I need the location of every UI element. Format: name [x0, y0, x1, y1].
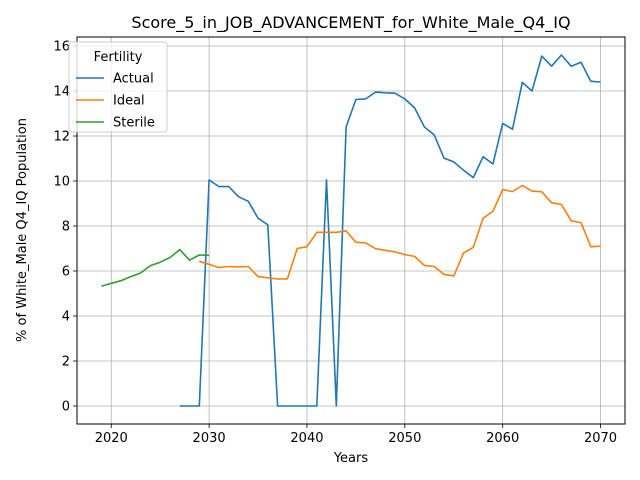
series-lines [101, 54, 601, 407]
x-axis-ticks: 2020 2030 2040 2050 2060 2070 [95, 424, 617, 446]
y-tick-label: 4 [62, 310, 70, 325]
y-tick-label: 16 [53, 40, 70, 55]
x-axis-label: Years [333, 451, 369, 466]
legend-box [68, 41, 168, 133]
x-tick-label: 2040 [290, 431, 323, 446]
x-tick-label: 2020 [95, 431, 128, 446]
legend-label-sterile: Sterile [113, 116, 155, 131]
series-line-sterile [101, 248, 210, 287]
y-axis-ticks: 0 2 4 6 8 10 12 14 16 [53, 40, 77, 415]
legend-title: Fertility [94, 50, 143, 65]
x-tick-label: 2070 [584, 431, 617, 446]
y-tick-label: 12 [53, 130, 70, 145]
y-axis-label: % of White_Male Q4_IQ Population [15, 118, 30, 342]
grid [77, 37, 625, 424]
y-tick-label: 6 [62, 265, 70, 280]
x-tick-label: 2050 [388, 431, 421, 446]
series-line-ideal [199, 184, 601, 280]
legend: Fertility Actual Ideal Sterile [68, 41, 168, 133]
x-tick-label: 2060 [486, 431, 519, 446]
chart-title: Score_5_in_JOB_ADVANCEMENT_for_White_Mal… [131, 13, 570, 33]
y-tick-label: 0 [62, 400, 70, 415]
y-tick-label: 10 [53, 175, 70, 190]
legend-label-actual: Actual [113, 72, 154, 87]
series-line-actual [179, 54, 601, 407]
plot-frame [76, 36, 626, 425]
y-tick-label: 8 [62, 220, 70, 235]
legend-label-ideal: Ideal [113, 94, 145, 109]
y-tick-label: 14 [53, 85, 70, 100]
x-tick-label: 2030 [193, 431, 226, 446]
y-tick-label: 2 [62, 355, 70, 370]
